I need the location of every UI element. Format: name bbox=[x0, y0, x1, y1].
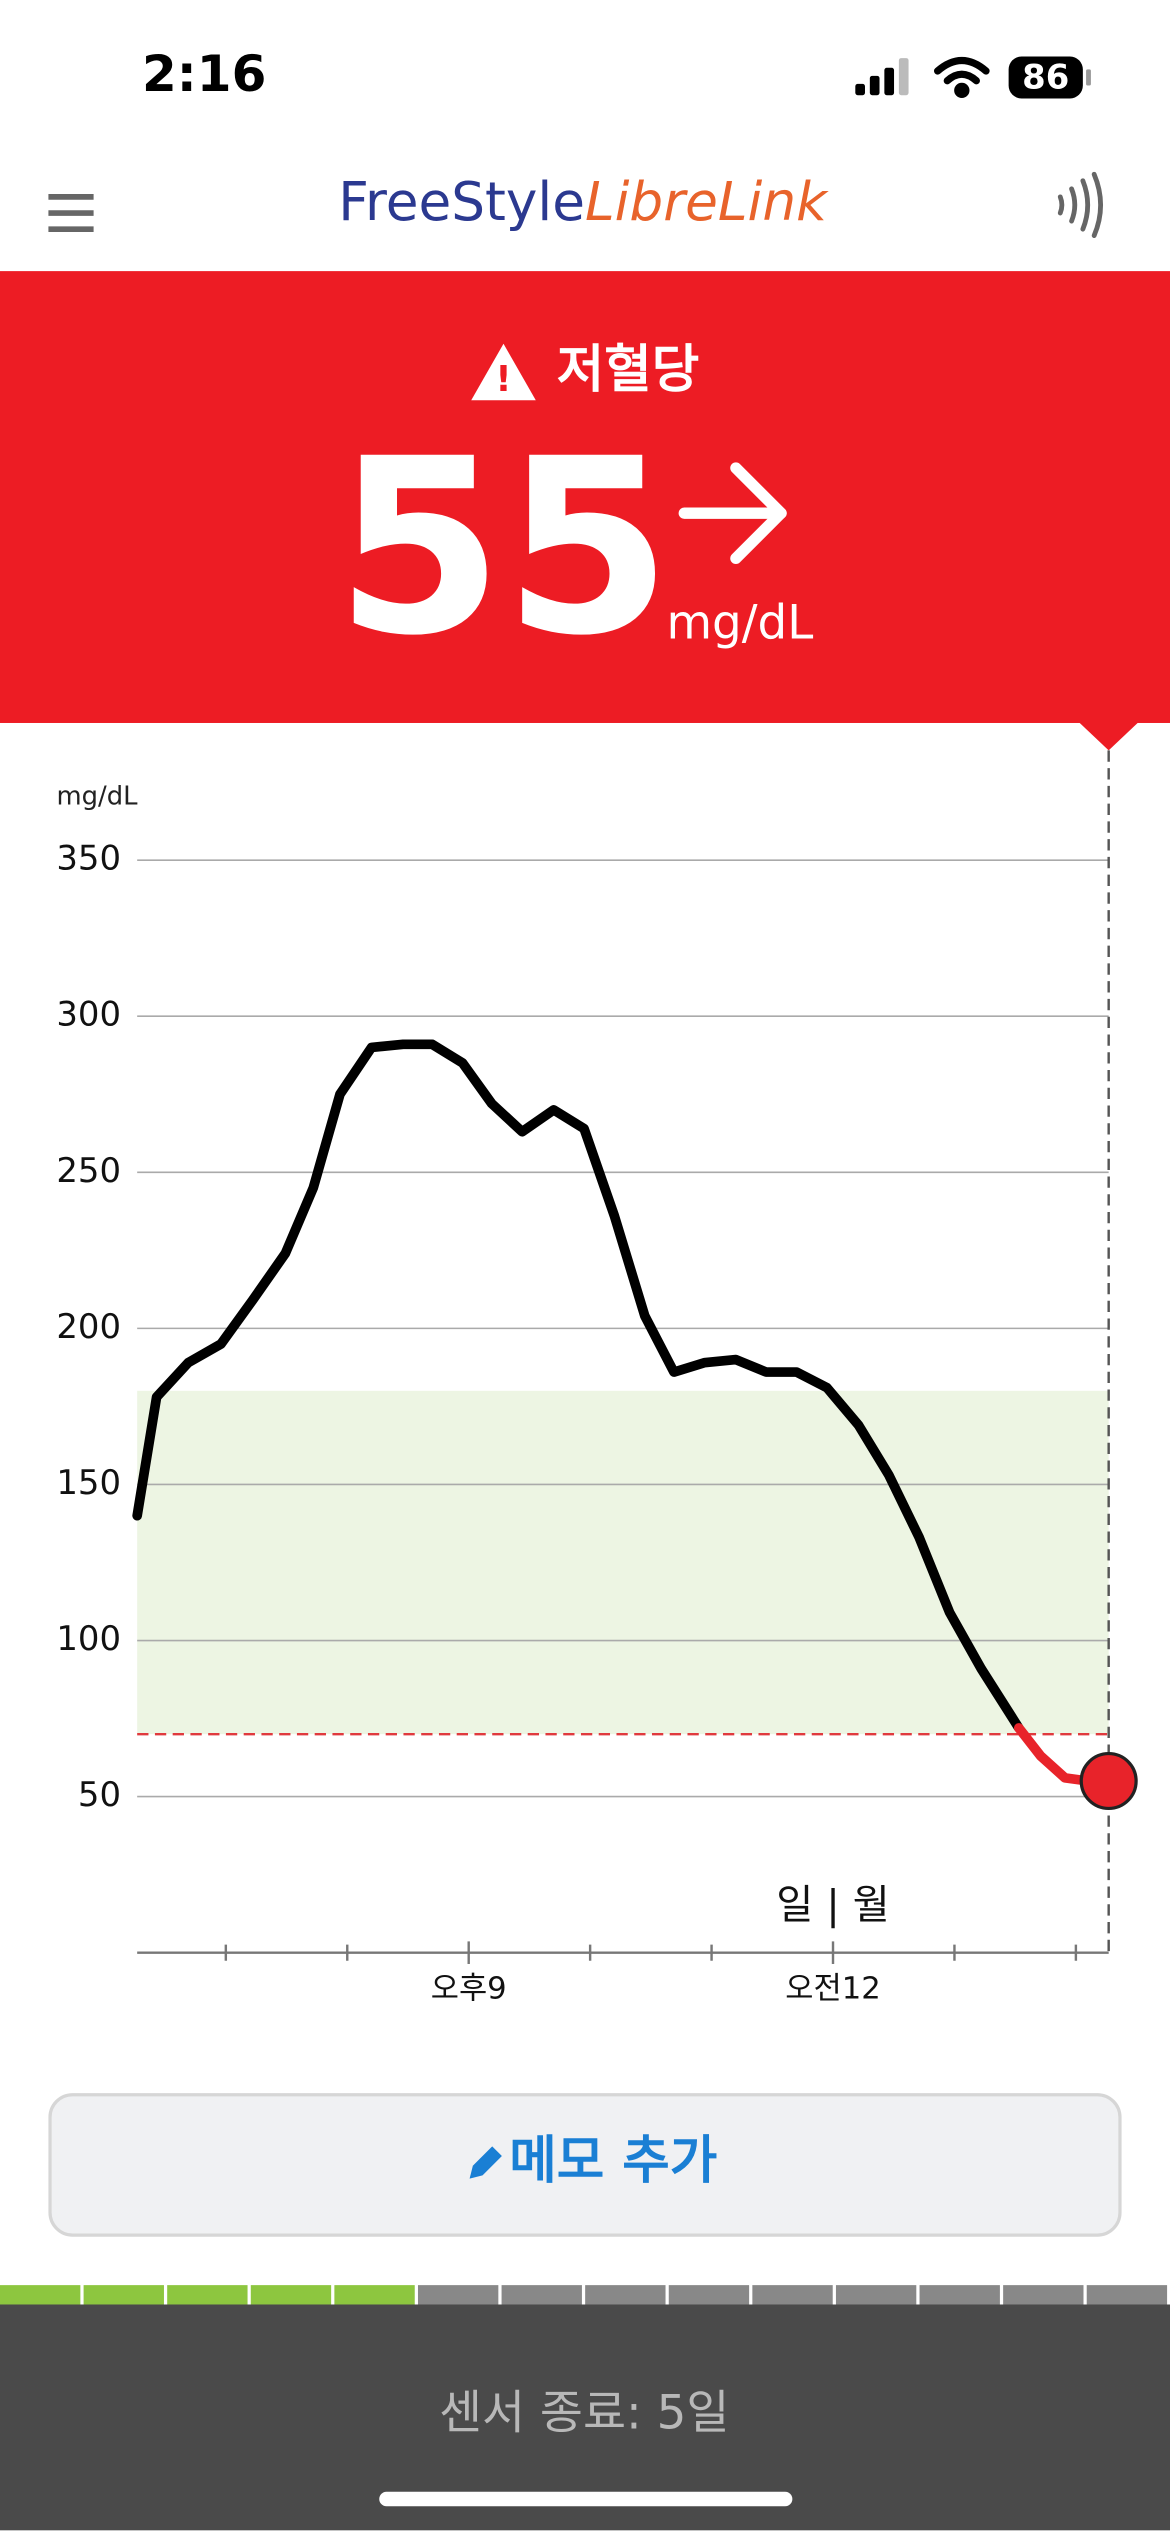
warning-icon bbox=[471, 343, 536, 401]
progress-segment bbox=[752, 2285, 833, 2305]
y-tick-label: 250 bbox=[56, 1151, 121, 1190]
y-axis-label: mg/dL bbox=[56, 782, 138, 812]
x-tick-label: 오후9 bbox=[431, 1971, 507, 2006]
progress-segment bbox=[167, 2285, 248, 2305]
day-divider: 일 | 월 bbox=[776, 1881, 889, 1928]
y-tick-label: 100 bbox=[56, 1619, 121, 1658]
battery-tip bbox=[1086, 69, 1091, 86]
glucose-value: 55 bbox=[335, 407, 672, 689]
battery-level: 86 bbox=[1022, 58, 1069, 97]
progress-segment bbox=[1086, 2285, 1168, 2305]
progress-segment bbox=[585, 2285, 666, 2305]
progress-segment bbox=[919, 2285, 1000, 2305]
alert-banner bbox=[0, 271, 1170, 723]
pencil-icon bbox=[469, 2146, 502, 2179]
glucose-unit: mg/dL bbox=[666, 597, 813, 651]
progress-segment bbox=[668, 2285, 750, 2305]
memo-button[interactable] bbox=[48, 2093, 1122, 2237]
progress-segment bbox=[417, 2285, 499, 2305]
menu-button[interactable] bbox=[48, 194, 94, 232]
glucose-chart: mg/dL 50 100 150 200 250 300 350 오후9 오전12 일 | 월 bbox=[56, 750, 1138, 2006]
logo-freestyle: FreeStyle bbox=[338, 171, 585, 233]
signal-icon bbox=[855, 58, 909, 96]
alert-pointer bbox=[1078, 721, 1140, 751]
y-tick-label: 300 bbox=[56, 995, 121, 1034]
progress-segment bbox=[334, 2285, 415, 2305]
y-tick-label: 50 bbox=[78, 1775, 121, 1814]
y-tick-label: 150 bbox=[56, 1463, 121, 1502]
status-time: 2:16 bbox=[142, 45, 266, 103]
warning-mark: ! bbox=[495, 359, 511, 400]
home-indicator bbox=[379, 2491, 793, 2507]
current-reading bbox=[1079, 1751, 1138, 1811]
progress-segment bbox=[83, 2285, 164, 2305]
progress-segment bbox=[250, 2285, 332, 2305]
sensor-progress bbox=[0, 2285, 1168, 2305]
battery-icon bbox=[1008, 56, 1083, 99]
alert-title: 저혈당 bbox=[557, 340, 700, 400]
progress-segment bbox=[501, 2285, 582, 2305]
target-range bbox=[137, 1390, 1109, 1735]
progress-segment bbox=[1003, 2285, 1084, 2305]
scan-button[interactable] bbox=[1057, 171, 1103, 239]
progress-segment bbox=[0, 2285, 81, 2305]
x-tick-label: 오전12 bbox=[785, 1971, 880, 2006]
trend-arrow bbox=[678, 462, 787, 565]
memo-button-label: 메모 추가 bbox=[509, 2131, 717, 2191]
wifi-icon bbox=[933, 56, 990, 99]
glucose-line bbox=[132, 1039, 1024, 1733]
progress-segment bbox=[835, 2285, 917, 2305]
sensor-status: 센서 종료: 5일 bbox=[439, 2386, 729, 2440]
logo-librelink: LibreLink bbox=[585, 171, 829, 233]
app-logo: FreeStyleLibreLink bbox=[338, 171, 829, 233]
y-tick-label: 200 bbox=[56, 1307, 121, 1346]
y-tick-label: 350 bbox=[56, 839, 121, 878]
